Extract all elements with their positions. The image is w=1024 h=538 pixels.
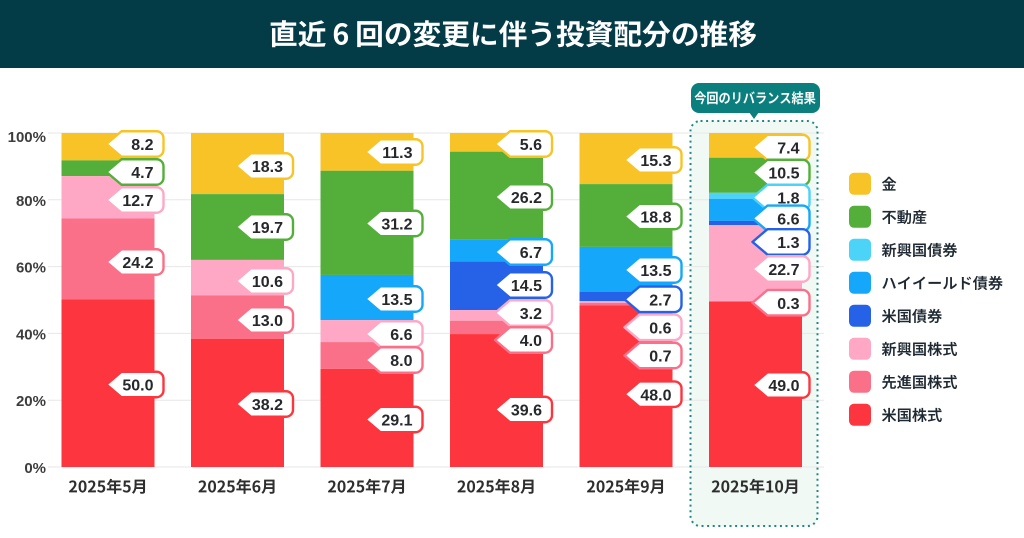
svg-text:4.0: 4.0 [520, 333, 542, 350]
svg-text:12.7: 12.7 [122, 193, 153, 210]
svg-text:13.0: 13.0 [252, 313, 283, 330]
svg-text:38.2: 38.2 [252, 397, 283, 414]
svg-text:100%: 100% [8, 129, 46, 146]
svg-text:22.7: 22.7 [768, 262, 799, 279]
svg-text:60%: 60% [16, 260, 46, 277]
svg-text:6.6: 6.6 [777, 212, 799, 229]
svg-text:48.0: 48.0 [640, 387, 671, 404]
svg-text:8.0: 8.0 [390, 353, 412, 370]
svg-text:14.5: 14.5 [511, 278, 542, 295]
svg-text:13.5: 13.5 [640, 263, 671, 280]
svg-text:39.6: 39.6 [511, 403, 542, 420]
svg-text:29.1: 29.1 [381, 413, 412, 430]
svg-text:80%: 80% [16, 193, 46, 210]
svg-text:10.6: 10.6 [252, 274, 283, 291]
svg-text:49.0: 49.0 [768, 378, 799, 395]
svg-text:18.3: 18.3 [252, 159, 283, 176]
svg-text:13.5: 13.5 [381, 292, 412, 309]
svg-text:26.2: 26.2 [511, 190, 542, 207]
svg-text:19.7: 19.7 [252, 220, 283, 237]
svg-text:1.8: 1.8 [777, 191, 799, 208]
svg-text:7.4: 7.4 [777, 141, 799, 158]
svg-text:0.6: 0.6 [649, 321, 671, 338]
svg-text:10.5: 10.5 [768, 166, 799, 183]
svg-text:0.3: 0.3 [777, 296, 799, 313]
svg-text:31.2: 31.2 [381, 217, 412, 234]
svg-text:50.0: 50.0 [122, 378, 153, 395]
svg-text:0.7: 0.7 [649, 349, 671, 366]
svg-text:0%: 0% [24, 460, 46, 477]
svg-text:2.7: 2.7 [649, 293, 671, 310]
svg-text:11.3: 11.3 [382, 145, 412, 162]
svg-text:1.3: 1.3 [777, 235, 799, 252]
svg-text:24.2: 24.2 [122, 255, 153, 272]
svg-text:5.6: 5.6 [520, 137, 542, 154]
svg-text:40%: 40% [16, 326, 46, 343]
svg-text:8.2: 8.2 [131, 137, 153, 154]
svg-text:4.7: 4.7 [131, 165, 153, 182]
svg-text:15.3: 15.3 [640, 153, 671, 170]
svg-text:6.7: 6.7 [520, 245, 542, 262]
svg-text:6.6: 6.6 [390, 327, 412, 344]
svg-text:18.8: 18.8 [640, 210, 671, 227]
svg-text:3.2: 3.2 [520, 306, 542, 323]
svg-text:20%: 20% [16, 393, 46, 410]
